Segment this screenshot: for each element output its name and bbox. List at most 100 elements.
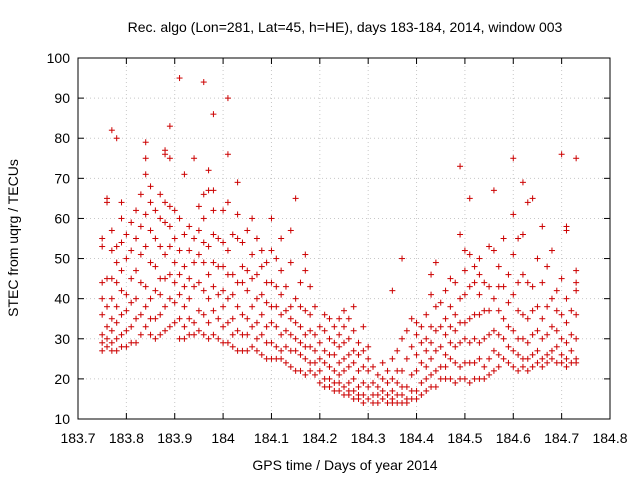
- data-point: [118, 287, 125, 294]
- data-point: [157, 331, 164, 338]
- data-point: [350, 375, 357, 382]
- data-point: [341, 367, 347, 374]
- data-point: [374, 371, 381, 378]
- data-point: [181, 171, 188, 178]
- data-point: [563, 355, 570, 362]
- data-point: [534, 347, 541, 354]
- data-point: [360, 323, 367, 330]
- data-point: [481, 363, 488, 370]
- data-point: [486, 307, 493, 314]
- data-point: [553, 307, 560, 314]
- data-point: [200, 215, 207, 222]
- data-point: [471, 359, 478, 366]
- data-point: [379, 395, 386, 402]
- data-point: [350, 347, 357, 354]
- data-point: [505, 359, 512, 366]
- data-point: [104, 343, 111, 350]
- data-point: [249, 251, 256, 258]
- data-point: [220, 239, 227, 246]
- data-point: [287, 331, 294, 338]
- data-point: [534, 255, 541, 262]
- data-point: [162, 199, 169, 206]
- data-point: [573, 279, 580, 286]
- data-point: [548, 355, 555, 362]
- data-point: [476, 271, 483, 278]
- data-point: [544, 359, 551, 366]
- data-point: [457, 363, 464, 370]
- x-tick-label: 184.5: [447, 430, 482, 446]
- data-point: [471, 279, 478, 286]
- data-point: [336, 371, 343, 378]
- data-point: [268, 319, 275, 326]
- data-point: [113, 259, 120, 266]
- data-point: [292, 335, 299, 342]
- data-point: [365, 343, 372, 350]
- data-point: [123, 255, 130, 262]
- data-point: [558, 151, 565, 158]
- data-point: [162, 275, 169, 282]
- data-point: [558, 311, 565, 318]
- y-tick-label: 80: [54, 130, 70, 146]
- data-point: [452, 359, 459, 366]
- data-point: [336, 359, 343, 366]
- y-tick-label: 70: [54, 170, 70, 186]
- data-point: [171, 279, 178, 286]
- data-point: [191, 283, 198, 290]
- data-point: [239, 239, 246, 246]
- data-point: [466, 379, 473, 386]
- data-point: [249, 323, 256, 330]
- data-point: [515, 307, 522, 314]
- data-point: [490, 295, 497, 302]
- data-point: [345, 315, 352, 322]
- data-point: [152, 315, 159, 322]
- data-point: [191, 259, 198, 266]
- data-point: [476, 339, 483, 346]
- data-point: [157, 291, 164, 298]
- data-point: [495, 363, 502, 370]
- data-point: [524, 315, 531, 322]
- data-point: [326, 383, 333, 390]
- data-point: [437, 343, 444, 350]
- data-point: [133, 295, 140, 302]
- data-point: [181, 263, 188, 270]
- data-point: [224, 295, 231, 302]
- data-point: [195, 251, 202, 258]
- data-point: [113, 335, 120, 342]
- data-point: [336, 379, 343, 386]
- data-point: [510, 327, 517, 334]
- data-point: [563, 223, 570, 230]
- data-point: [316, 379, 323, 386]
- data-point: [210, 207, 217, 214]
- data-point: [452, 311, 459, 318]
- data-point: [437, 323, 444, 330]
- data-point: [113, 243, 120, 250]
- data-point: [326, 335, 333, 342]
- data-point: [423, 335, 430, 342]
- data-point: [244, 347, 251, 354]
- data-point: [263, 259, 270, 266]
- data-point: [123, 327, 130, 334]
- data-point: [442, 287, 449, 294]
- data-point: [152, 335, 159, 342]
- data-point: [137, 311, 144, 318]
- data-point: [360, 399, 367, 406]
- data-point: [137, 251, 144, 258]
- data-point: [365, 383, 372, 390]
- data-point: [447, 355, 454, 362]
- data-point: [568, 347, 575, 354]
- y-axis-label: STEC from uqrg / TECUs: [5, 159, 21, 317]
- data-point: [297, 323, 304, 330]
- data-point: [505, 271, 512, 278]
- data-point: [108, 295, 115, 302]
- data-point: [104, 335, 111, 342]
- data-point: [336, 387, 343, 394]
- data-point: [505, 323, 512, 330]
- data-point: [418, 359, 425, 366]
- data-point: [428, 339, 435, 346]
- data-point: [321, 327, 328, 334]
- data-point: [113, 319, 120, 326]
- data-point: [403, 383, 410, 390]
- data-point: [563, 295, 570, 302]
- data-point: [423, 375, 430, 382]
- data-point: [336, 331, 343, 338]
